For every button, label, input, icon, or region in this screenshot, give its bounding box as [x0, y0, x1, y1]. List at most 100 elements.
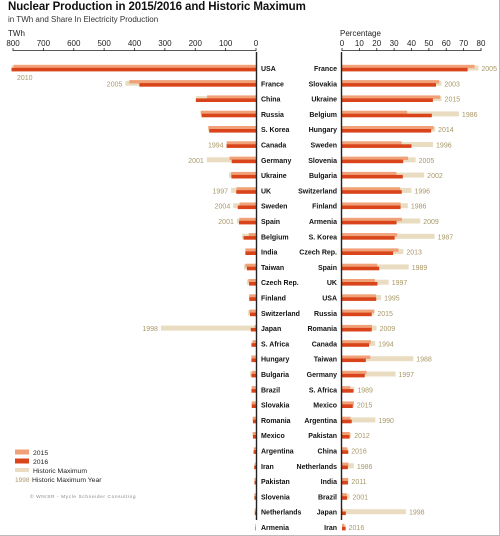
right-country-uk: UK	[327, 280, 337, 287]
right-historic-year: 1986	[462, 112, 478, 119]
right-historic-year: 1995	[384, 296, 400, 303]
left-bar-2016	[238, 220, 256, 225]
right-bar-2016	[342, 129, 432, 133]
right-country-switzerland: Switzerland	[298, 188, 337, 195]
right-historic-year: 2001	[352, 494, 368, 501]
right-historic-year: 2011	[351, 479, 366, 486]
left-bar-2016	[254, 465, 256, 470]
left-tick-label: 400	[128, 39, 142, 48]
right-bar-2016	[342, 312, 372, 317]
right-bar-historic	[342, 417, 376, 423]
right-bar-2016	[342, 526, 346, 531]
left-country-argentina: Argentina	[261, 449, 294, 456]
left-tick-label: 200	[189, 39, 203, 48]
right-bar-2016	[342, 159, 404, 164]
legend-year-marker: 1998	[15, 477, 30, 484]
left-bar-2016	[251, 358, 256, 363]
right-tick-label: 60	[442, 39, 451, 48]
right-historic-year: 1996	[415, 188, 431, 195]
left-bar-2015	[254, 493, 256, 497]
left-axis-label: TWh	[8, 29, 25, 38]
left-bar-2015	[13, 64, 257, 69]
left-historic-year: 1994	[208, 143, 224, 150]
right-country-sweden: Sweden	[311, 143, 337, 150]
left-country-netherlands: Netherlands	[261, 510, 302, 517]
right-bar-2016	[342, 113, 432, 118]
right-bar-2016	[342, 450, 349, 454]
right-bar-2016	[342, 404, 353, 408]
left-bar-2016	[139, 83, 256, 87]
legend-label-2015: 2015	[33, 450, 48, 457]
left-country-czech-rep: Czech Rep.	[261, 280, 299, 287]
left-historic-year: 2001	[188, 158, 204, 165]
right-country-usa: USA	[322, 296, 337, 303]
left-country-iran: Iran	[261, 464, 274, 471]
right-bar-2015	[342, 309, 375, 313]
left-historic-year: 2010	[17, 75, 33, 82]
left-country-china: China	[261, 97, 281, 104]
right-tick-label: 80	[477, 39, 486, 48]
right-historic-year: 2015	[445, 97, 461, 104]
right-country-netherlands: Netherlands	[297, 464, 338, 471]
right-historic-year: 1990	[378, 418, 394, 425]
right-bar-2015	[342, 263, 378, 268]
left-tick-label: 100	[219, 39, 233, 48]
legend-label-historic-maximum-year: Historic Maximum Year	[32, 477, 102, 484]
left-country-slovakia: Slovakia	[261, 403, 290, 410]
left-bar-2015	[255, 462, 256, 466]
right-bar-2015	[342, 462, 349, 466]
right-historic-year: 2005	[419, 158, 435, 165]
left-bar-2015	[249, 309, 256, 313]
right-bar-2015	[342, 324, 373, 329]
right-bar-historic	[342, 356, 414, 362]
left-bar-2016	[201, 113, 256, 118]
right-bar-2016	[342, 480, 348, 485]
right-historic-year: 2005	[481, 66, 497, 73]
right-bar-2015	[342, 126, 434, 130]
right-tick-label: 20	[372, 39, 381, 48]
left-country-canada: Canada	[261, 143, 286, 150]
right-historic-year: 2015	[377, 311, 393, 318]
right-historic-year: 2003	[444, 81, 460, 88]
right-bar-2016	[342, 373, 365, 378]
right-bar-2015	[342, 171, 397, 176]
right-axis-label: Percentage	[340, 29, 381, 38]
left-historic-year: 1997	[213, 188, 229, 195]
right-bar-2015	[342, 279, 375, 283]
left-bar-2016	[243, 236, 256, 240]
legend-swatch-2016	[15, 458, 29, 464]
left-bar-2015	[245, 263, 256, 268]
left-tick-label: 300	[158, 39, 172, 48]
right-bar-2015	[342, 110, 408, 115]
right-bar-2016	[342, 297, 377, 301]
right-bar-2016	[342, 190, 402, 194]
right-historic-year: 2012	[354, 433, 370, 440]
left-country-japan: Japan	[261, 326, 281, 333]
right-country-finland: Finland	[312, 204, 337, 211]
left-bar-2015	[229, 156, 256, 160]
chart-subtitle: in TWh and Share In Electricity Producti…	[8, 15, 159, 24]
left-country-slovenia: Slovenia	[261, 494, 290, 501]
right-bar-2015	[342, 248, 399, 252]
left-bar-2016	[231, 174, 256, 179]
left-bar-2016	[209, 129, 256, 133]
right-bar-historic	[342, 371, 396, 377]
right-tick-label: 10	[355, 39, 364, 48]
right-historic-year: 2013	[406, 250, 422, 257]
right-historic-year: 2002	[427, 173, 443, 180]
left-country-spain: Spain	[261, 219, 280, 226]
right-bar-2015	[342, 355, 371, 359]
left-country-switzerland: Switzerland	[261, 311, 300, 318]
left-bar-2016	[251, 404, 256, 408]
right-historic-year: 2009	[423, 219, 439, 226]
right-bar-2015	[342, 401, 354, 405]
right-bar-2015	[342, 187, 401, 191]
right-bar-2016	[342, 83, 436, 87]
right-country-pakistan: Pakistan	[308, 433, 337, 440]
right-historic-year: 2015	[357, 403, 373, 410]
left-bar-2016	[249, 282, 256, 286]
right-historic-year: 1988	[416, 357, 432, 364]
left-bar-2016	[249, 297, 256, 301]
right-bar-2015	[342, 386, 351, 390]
left-country-sweden: Sweden	[261, 204, 287, 211]
